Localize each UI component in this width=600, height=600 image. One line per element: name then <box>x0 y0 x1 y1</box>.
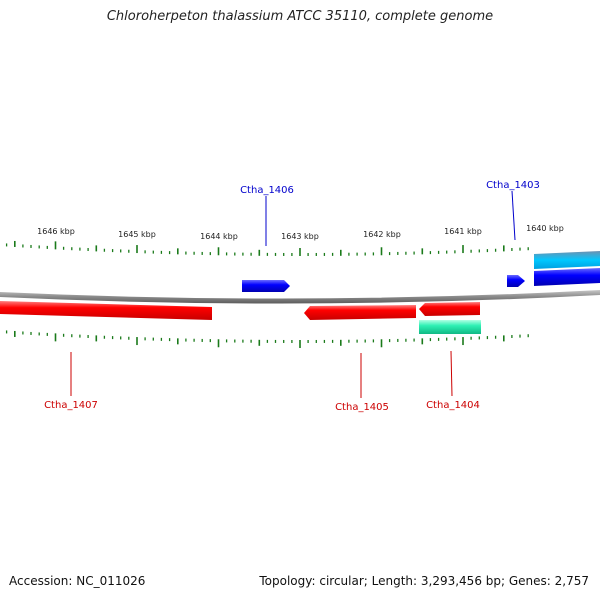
gene-ctha-1404[interactable] <box>419 302 480 316</box>
label-leader-ctha-1403 <box>511 190 516 241</box>
gene-forward-edge[interactable] <box>534 268 600 286</box>
gene-ctha-1405[interactable] <box>304 305 416 320</box>
gene-label-ctha-1406[interactable]: Ctha_1406 <box>240 185 294 196</box>
scale-ticks-outer <box>5 240 529 256</box>
label-leader-ctha-1404 <box>450 350 453 397</box>
tick-label: 1645 kbp <box>118 230 156 239</box>
gene-label-ctha-1403[interactable]: Ctha_1403 <box>486 180 540 191</box>
tick-label: 1640 kbp <box>526 224 564 233</box>
tick-label: 1642 kbp <box>363 230 401 239</box>
tick-label: 1646 kbp <box>37 227 75 236</box>
gene-label-ctha-1405[interactable]: Ctha_1405 <box>335 402 389 413</box>
genome-summary-text: Topology: circular; Length: 3,293,456 bp… <box>259 574 589 588</box>
gene-label-ctha-1404[interactable]: Ctha_1404 <box>426 400 480 411</box>
rna-forward-edge[interactable] <box>534 251 600 269</box>
tick-label: 1641 kbp <box>444 227 482 236</box>
rna-reverse-feature[interactable] <box>419 320 481 334</box>
gene-ctha-1403[interactable] <box>507 275 525 287</box>
accession-text: Accession: NC_011026 <box>9 574 146 588</box>
tick-label: 1644 kbp <box>200 232 238 241</box>
tick-label: 1643 kbp <box>281 232 319 241</box>
scale-ticks-inner <box>5 330 529 348</box>
gene-ctha-1406[interactable] <box>242 280 290 292</box>
gene-label-ctha-1407[interactable]: Ctha_1407 <box>44 400 98 411</box>
genome-backbone <box>0 290 600 304</box>
map-title: Chloroherpeton thalassium ATCC 35110, co… <box>106 9 494 24</box>
gene-ctha-1407[interactable] <box>0 301 212 320</box>
